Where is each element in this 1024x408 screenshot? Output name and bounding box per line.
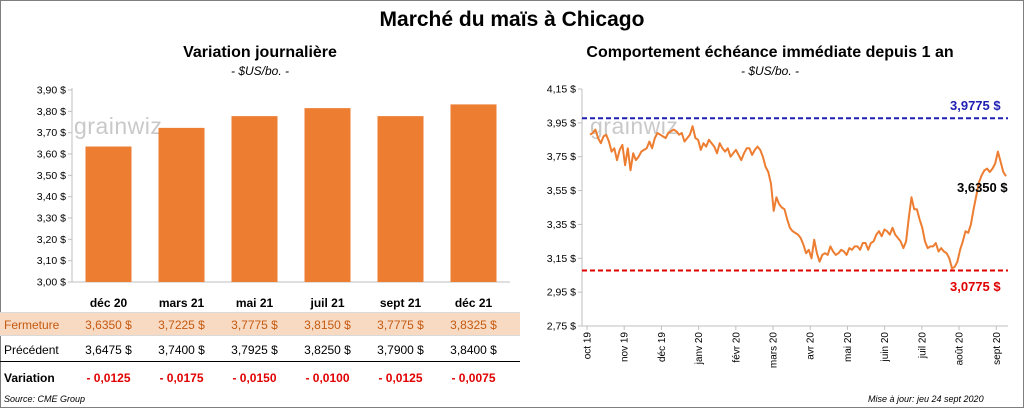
bar-y-tick-label: 3,10 $ [37,255,66,267]
table-row-variation: Variation - 0,0125 - 0,0175 - 0,0150 - 0,01… [0,366,520,390]
bar-y-tick-label: 3,90 $ [37,85,66,97]
previous-row-label: Précédent [4,343,59,357]
table-cell-prev: 3,8250 $ [304,343,351,357]
line-x-tick-label: juil 20 [917,332,928,360]
table-cell-close: 3,8325 $ [450,318,497,332]
line-x-tick-label: juin 20 [880,332,891,363]
line-x-tick-label: févr 20 [731,332,742,363]
bar-y-tick-label: 3,30 $ [37,213,66,225]
page-title: Marché du maïs à Chicago [379,8,645,31]
bar-y-tick-label: 3,20 $ [37,234,66,246]
table-cell-prev: 3,8400 $ [450,343,497,357]
table-cell-var: - 0,0125 [86,371,131,385]
source-note: Source: CME Group [4,394,86,404]
bar [450,104,497,283]
bar-category-label: sept 21 [379,296,422,310]
table-cell-close: 3,7225 $ [158,318,205,332]
table-cell-prev: 3,7925 $ [231,343,278,357]
last-price-label: 3,6350 $ [957,180,1008,195]
line-x-tick-label: mars 20 [769,332,780,369]
bar-y-tick-label: 3,60 $ [37,149,66,161]
close-row-label: Fermeture [4,318,60,332]
bar-category-label: déc 21 [454,296,493,310]
bar-category-label: déc 20 [89,296,128,310]
table-cell-prev: 3,7400 $ [158,343,205,357]
table-cell-prev: 3,7900 $ [377,343,424,357]
line-x-tick-label: déc 19 [657,332,668,362]
line-y-tick-label: 2,75 $ [547,321,576,333]
price-series-line [589,125,1007,270]
table-cell-close: 3,7775 $ [231,318,278,332]
right-chart-title: Comportement échéance immédiate depuis 1… [586,44,954,61]
right-chart-subtitle: - $US/bo. - [740,64,800,78]
variation-row-label: Variation [4,371,55,385]
update-note: Mise à jour: jeu 24 sept 2020 [868,394,984,404]
bar [85,146,132,282]
line-y-tick-label: 3,75 $ [547,151,576,163]
bar-y-tick-label: 3,80 $ [37,106,66,118]
table-cell-var: - 0,0150 [232,371,277,385]
table-row-close: Fermeture 3,6350 $ 3,7225 $ 3,7775 $ 3,8150… [0,312,520,336]
line-x-tick-label: mai 20 [843,332,854,362]
bar [377,116,424,282]
bar-y-tick-label: 3,40 $ [37,191,66,203]
line-y-tick-label: 3,35 $ [547,219,576,231]
bar [304,108,351,282]
table-cell-var: - 0,0100 [305,371,350,385]
line-x-tick-label: oct 19 [583,332,594,360]
left-chart-title: Variation journalière [183,44,337,61]
line-y-tick-label: 4,15 $ [547,84,576,96]
line-y-tick-label: 3,95 $ [547,117,576,129]
bar [158,127,205,282]
line-x-tick-label: avr 20 [806,332,817,360]
line-y-tick-label: 3,55 $ [547,185,576,197]
high-line-label: 3,9775 $ [950,98,1001,113]
watermark-left: grainwiz [74,113,163,139]
table-cell-var: - 0,0175 [159,371,204,385]
table-row-previous: Précédent 3,6475 $ 3,7400 $ 3,7925 $ 3,8250… [0,338,520,362]
bar-category-label: mars 21 [158,296,205,310]
bar-chart: 3,00 $ 3,10 $ 3,20 $ 3,30 $ 3,40 $ 3,50 $ 3,60… [37,85,510,289]
table-cell-close: 3,7775 $ [377,318,424,332]
table-cell-var: - 0,0125 [378,371,423,385]
line-x-tick-label: août 20 [955,332,966,366]
bar-category-label: mai 21 [235,296,274,310]
table-cell-close: 3,8150 $ [304,318,351,332]
line-x-tick-label: sept 20 [992,332,1003,365]
bar-category-label: juil 21 [310,296,345,310]
bar-y-tick-label: 3,50 $ [37,170,66,182]
line-y-tick-label: 2,95 $ [547,287,576,299]
bar-y-tick-label: 3,00 $ [37,277,66,289]
left-chart-subtitle: - $US/bo. - [230,64,290,78]
line-x-tick-label: janv 20 [694,332,705,366]
line-x-tick-label: nov 19 [620,332,631,362]
table-cell-close: 3,6350 $ [85,318,132,332]
low-line-label: 3,0775 $ [950,279,1001,294]
table-cell-var: - 0,0075 [451,371,496,385]
line-y-tick-label: 3,15 $ [547,253,576,265]
bar-y-tick-label: 3,70 $ [37,127,66,139]
table-cell-prev: 3,6475 $ [85,343,132,357]
bar [231,116,278,282]
